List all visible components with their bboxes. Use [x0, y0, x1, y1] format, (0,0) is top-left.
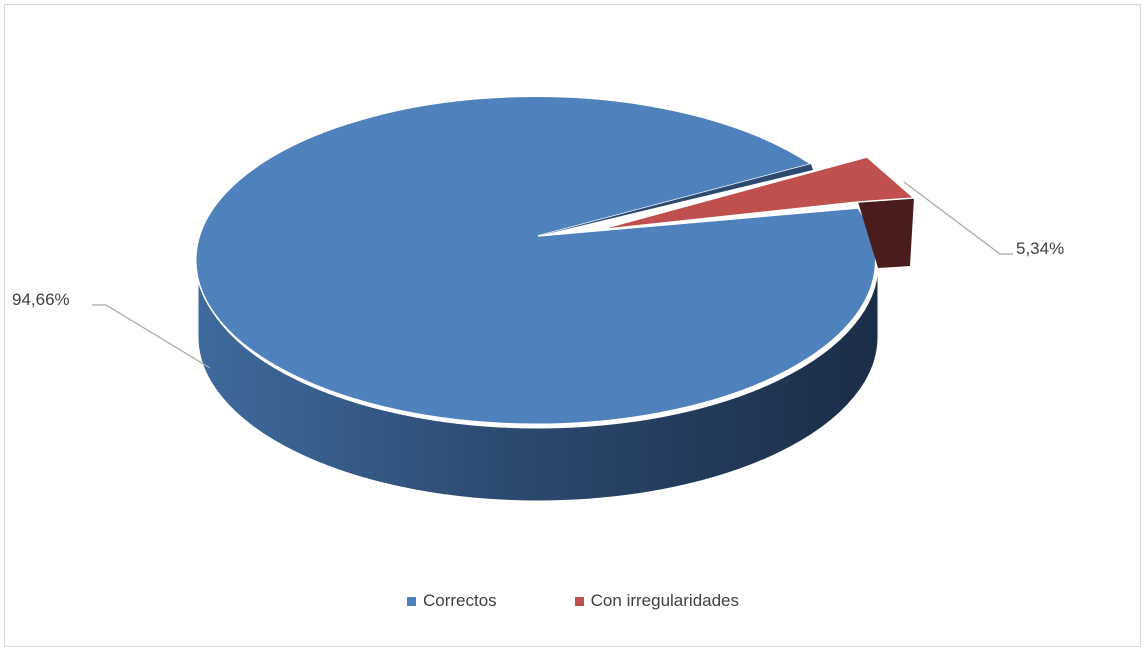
legend-swatch-correctos	[406, 596, 416, 606]
leader-line-correctos	[92, 304, 211, 369]
slice-correctos-side	[197, 263, 879, 502]
leader-line-irregularidades	[903, 181, 1013, 255]
legend-swatch-irregularidades	[574, 596, 584, 606]
legend-item-irregularidades: Con irregularidades	[574, 591, 740, 611]
legend: Correctos Con irregularidades	[0, 591, 1146, 611]
legend-label-correctos: Correctos	[422, 591, 497, 610]
legend-item-correctos: Correctos	[406, 591, 497, 611]
data-label-correctos: 94,66%	[12, 290, 70, 309]
slice-correctos-edge	[538, 164, 813, 236]
slice-correctos	[194, 95, 877, 426]
slice-irregularidades	[597, 156, 916, 231]
slice-irregularidades-side	[858, 198, 914, 268]
data-label-irregularidades: 5,34%	[1016, 239, 1064, 258]
legend-label-irregularidades: Con irregularidades	[590, 591, 740, 610]
